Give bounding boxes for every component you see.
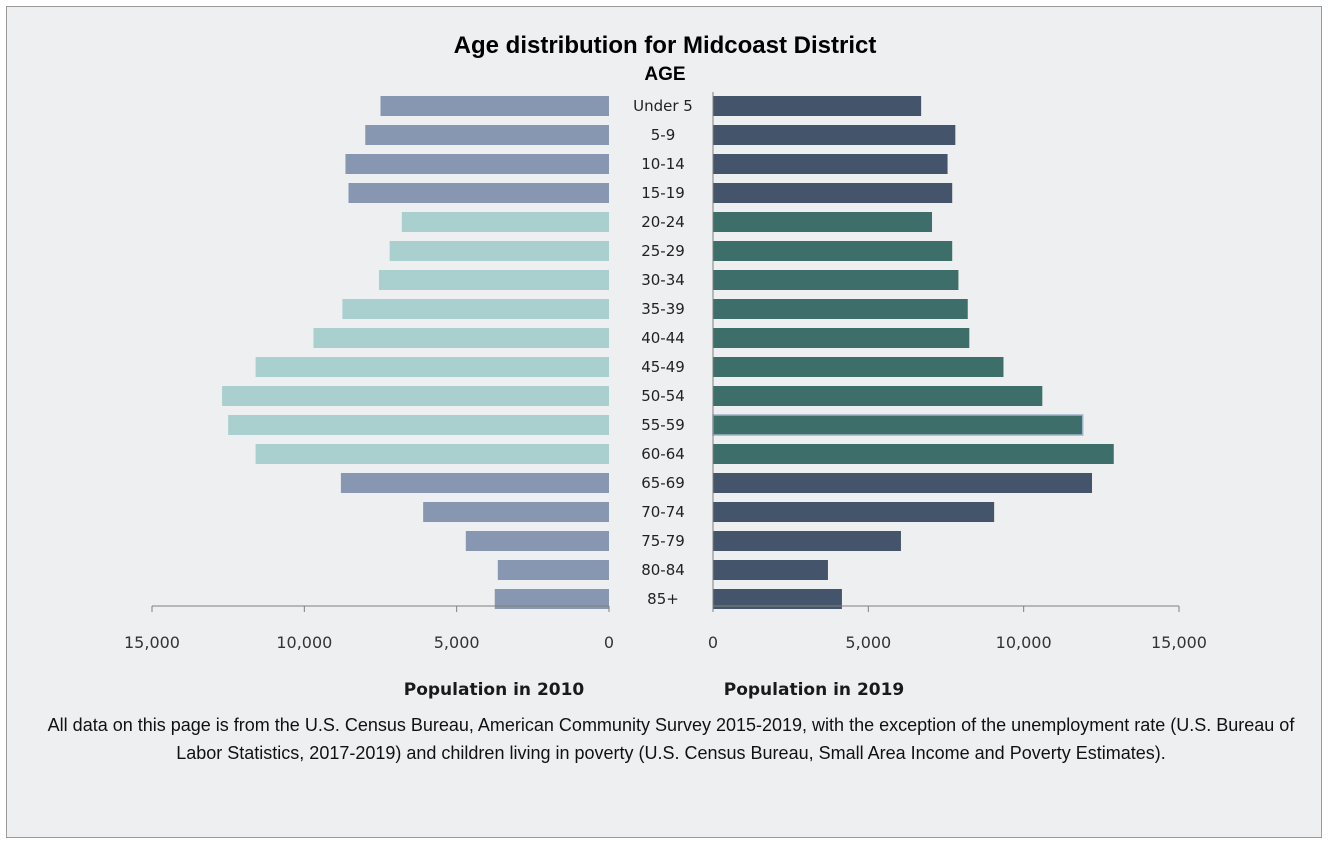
category-header: AGE	[644, 64, 685, 85]
category-label-80-84: 80-84	[641, 561, 685, 579]
bar-2019-20-24	[713, 212, 933, 232]
axis-title-2010: Population in 2010	[404, 680, 585, 700]
tick-label-2019-10000: 10,000	[996, 633, 1052, 652]
bar-2010-60-64	[255, 444, 609, 464]
tick-label-2010-5000: 5,000	[434, 633, 480, 652]
bar-2019-under-5	[713, 96, 922, 116]
tick-label-2019-15000: 15,000	[1151, 633, 1207, 652]
category-label-20-24: 20-24	[641, 213, 685, 231]
bar-2010-80-84	[497, 560, 609, 580]
bar-2010-45-49	[255, 357, 609, 377]
bar-2010-85	[494, 589, 609, 609]
bar-2010-65-69	[340, 473, 609, 493]
bar-2010-25-29	[389, 241, 609, 261]
bar-2010-5-9	[365, 125, 609, 145]
tick-label-2019-5000: 5,000	[845, 633, 891, 652]
bar-2010-75-79	[465, 531, 609, 551]
category-label-25-29: 25-29	[641, 242, 685, 260]
series-2010-bars	[222, 96, 609, 609]
bar-2010-10-14	[345, 154, 609, 174]
tick-label-2019-0: 0	[708, 633, 718, 652]
bar-2019-55-59	[712, 414, 1084, 436]
bar-2010-20-24	[401, 212, 609, 232]
category-label-10-14: 10-14	[641, 155, 685, 173]
category-label-30-34: 30-34	[641, 271, 685, 289]
series-2019-bars	[712, 96, 1114, 609]
chart-title: Age distribution for Midcoast District	[454, 32, 877, 59]
category-label-35-39: 35-39	[641, 300, 685, 318]
bar-2010-under-5	[380, 96, 609, 116]
bar-2010-40-44	[313, 328, 609, 348]
category-label-under-5: Under 5	[633, 97, 693, 115]
axis-title-2019: Population in 2019	[724, 680, 905, 700]
category-label-15-19: 15-19	[641, 184, 685, 202]
category-label-85: 85+	[647, 590, 679, 608]
bar-2010-15-19	[348, 183, 609, 203]
category-label-75-79: 75-79	[641, 532, 685, 550]
bar-2019-40-44	[713, 328, 970, 348]
bar-2010-70-74	[423, 502, 609, 522]
bar-2019-65-69	[713, 473, 1093, 493]
bar-2019-30-34	[713, 270, 959, 290]
bar-2010-35-39	[342, 299, 609, 319]
bar-2019-70-74	[713, 502, 995, 522]
bar-2019-85	[713, 589, 842, 609]
category-label-70-74: 70-74	[641, 503, 685, 521]
source-footnote: All data on this page is from the U.S. C…	[47, 715, 1295, 763]
x-axis-2010: 0 5,000 10,000 15,000	[124, 605, 614, 652]
tick-label-2010-0: 0	[604, 633, 614, 652]
x-axis-2019: 0 5,000 10,000 15,000	[708, 92, 1207, 652]
category-label-50-54: 50-54	[641, 387, 685, 405]
category-label-55-59: 55-59	[641, 416, 685, 434]
bar-2019-5-9	[713, 125, 956, 145]
bar-2019-80-84	[713, 560, 828, 580]
bar-2019-45-49	[713, 357, 1004, 377]
bar-2019-25-29	[713, 241, 953, 261]
bar-2019-10-14	[713, 154, 948, 174]
bar-2010-55-59	[228, 415, 609, 435]
age-pyramid-chart: Age distribution for Midcoast District A…	[124, 32, 1207, 700]
bar-2019-15-19	[713, 183, 953, 203]
bar-2019-60-64	[713, 444, 1114, 464]
chart-frame: Age distribution for Midcoast District A…	[6, 6, 1322, 838]
tick-label-2010-10000: 10,000	[276, 633, 332, 652]
bar-2019-50-54	[713, 386, 1043, 406]
category-label-5-9: 5-9	[651, 126, 676, 144]
category-label-40-44: 40-44	[641, 329, 685, 347]
category-label-60-64: 60-64	[641, 445, 685, 463]
category-label-65-69: 65-69	[641, 474, 685, 492]
bar-2019-75-79	[713, 531, 901, 551]
bar-2010-50-54	[222, 386, 609, 406]
bar-2019-35-39	[713, 299, 968, 319]
bar-2010-30-34	[378, 270, 609, 290]
category-label-45-49: 45-49	[641, 358, 685, 376]
tick-label-2010-15000: 15,000	[124, 633, 180, 652]
category-labels: Under 5 5-9 10-14 15-19 20-24 25-29 30-34 35-39…	[633, 97, 693, 608]
